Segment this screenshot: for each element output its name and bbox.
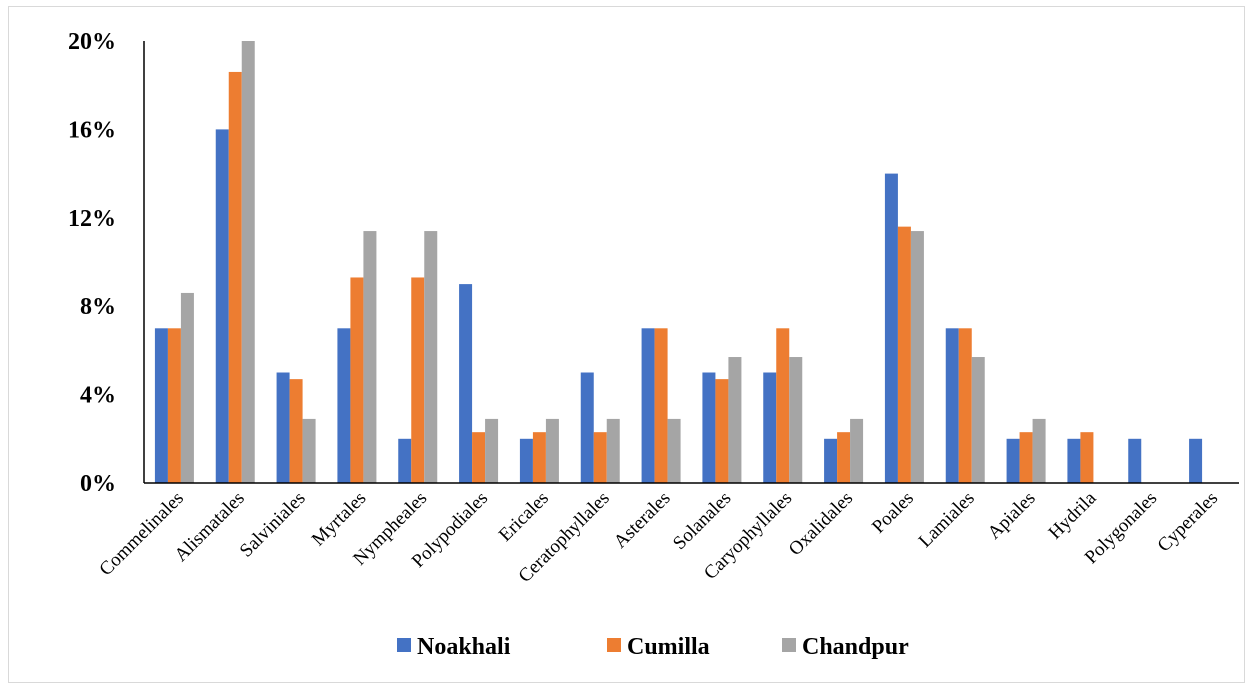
bar-cumilla-ceratophyllales <box>593 432 607 483</box>
x-tick-label: Myrtales <box>308 488 371 551</box>
x-tick-label: Commelinales <box>95 488 187 580</box>
y-tick-label: 8% <box>80 294 116 320</box>
y-tick-label: 0% <box>80 471 116 497</box>
y-axis-ticks: 0% 4% 8% 12% 16% 20% <box>68 29 116 497</box>
bar-chart: 0% 4% 8% 12% 16% 20% CommelinalesAlismatalesS… <box>68 29 1239 660</box>
bar-cumilla-oxalidales <box>837 432 851 483</box>
bar-chandpur-polypodiales <box>485 418 499 483</box>
y-tick-label: 12% <box>68 206 116 232</box>
bar-cumilla-asterales <box>654 328 668 483</box>
bar-noakhali-oxalidales <box>824 438 838 483</box>
bar-noakhali-commelinales <box>154 328 168 483</box>
bar-noakhali-caryophyllales <box>763 372 777 483</box>
bar-cumilla-hydrila <box>1080 432 1094 483</box>
bar-noakhali-salviniales <box>276 372 290 483</box>
bar-chandpur-solanales <box>728 357 742 483</box>
legend-label-cumilla: Cumilla <box>627 634 710 660</box>
y-tick-label: 20% <box>68 29 116 55</box>
x-tick-label: Hydrila <box>1045 487 1101 543</box>
bar-noakhali-lamiales <box>945 328 959 483</box>
bar-chandpur-ericales <box>545 418 559 483</box>
legend-swatch-cumilla <box>607 638 621 652</box>
legend: Noakhali Cumilla Chandpur <box>397 634 909 660</box>
bar-chandpur-nympheales <box>424 231 438 483</box>
bar-cumilla-commelinales <box>167 328 181 483</box>
bar-chandpur-oxalidales <box>850 418 864 483</box>
y-tick-label: 16% <box>68 117 116 143</box>
x-axis-ticks: CommelinalesAlismatalesSalvinialesMyrtal… <box>95 487 1222 587</box>
legend-label-noakhali: Noakhali <box>417 634 511 660</box>
bar-noakhali-polypodiales <box>459 284 473 483</box>
bar-cumilla-caryophyllales <box>776 328 790 483</box>
x-tick-label: Asterales <box>610 488 675 553</box>
bar-chandpur-ceratophyllales <box>606 418 620 483</box>
bar-cumilla-solanales <box>715 379 729 483</box>
y-tick-label: 4% <box>80 383 116 409</box>
bar-cumilla-polypodiales <box>472 432 486 483</box>
bar-cumilla-lamiales <box>958 328 972 483</box>
bar-cumilla-nympheales <box>411 277 425 483</box>
legend-swatch-noakhali <box>397 638 411 652</box>
legend-swatch-chandpur <box>782 638 796 652</box>
bar-noakhali-poales <box>884 173 898 483</box>
bar-noakhali-hydrila <box>1067 438 1081 483</box>
x-tick-label: Lamiales <box>915 488 979 552</box>
bars <box>154 41 1203 483</box>
bar-chandpur-poales <box>910 231 924 483</box>
bar-noakhali-asterales <box>641 328 655 483</box>
bar-cumilla-myrtales <box>350 277 364 483</box>
bar-noakhali-polygonales <box>1128 438 1142 483</box>
x-tick-label: Poales <box>868 488 918 538</box>
x-tick-label: Ericales <box>495 488 553 546</box>
bar-chandpur-salviniales <box>302 418 316 483</box>
bar-chandpur-alismatales <box>241 41 255 483</box>
bar-chandpur-lamiales <box>971 357 985 483</box>
bar-cumilla-salviniales <box>289 379 303 483</box>
bar-chandpur-asterales <box>667 418 681 483</box>
legend-label-chandpur: Chandpur <box>802 634 909 660</box>
bar-cumilla-alismatales <box>228 71 242 483</box>
bar-chandpur-commelinales <box>180 292 194 483</box>
x-tick-label: Cyperales <box>1154 488 1223 557</box>
bar-noakhali-ericales <box>519 438 533 483</box>
bar-chandpur-apiales <box>1032 418 1046 483</box>
x-tick-label: Salviniales <box>236 488 310 562</box>
bar-noakhali-solanales <box>702 372 716 483</box>
bar-noakhali-apiales <box>1006 438 1020 483</box>
bar-noakhali-alismatales <box>215 129 229 483</box>
x-tick-label: Oxalidales <box>785 488 857 560</box>
bar-noakhali-myrtales <box>337 328 351 483</box>
bar-chandpur-myrtales <box>363 231 377 483</box>
bar-noakhali-cyperales <box>1189 438 1203 483</box>
chart-container: 0% 4% 8% 12% 16% 20% Commelinales Alismatales S… <box>8 6 1245 683</box>
bar-cumilla-ericales <box>532 432 546 483</box>
bar-noakhali-ceratophyllales <box>580 372 594 483</box>
x-tick-label: Apiales <box>984 488 1040 544</box>
bar-cumilla-poales <box>897 226 911 483</box>
bar-noakhali-nympheales <box>398 438 412 483</box>
bar-chandpur-caryophyllales <box>789 357 803 483</box>
bar-cumilla-apiales <box>1019 432 1033 483</box>
